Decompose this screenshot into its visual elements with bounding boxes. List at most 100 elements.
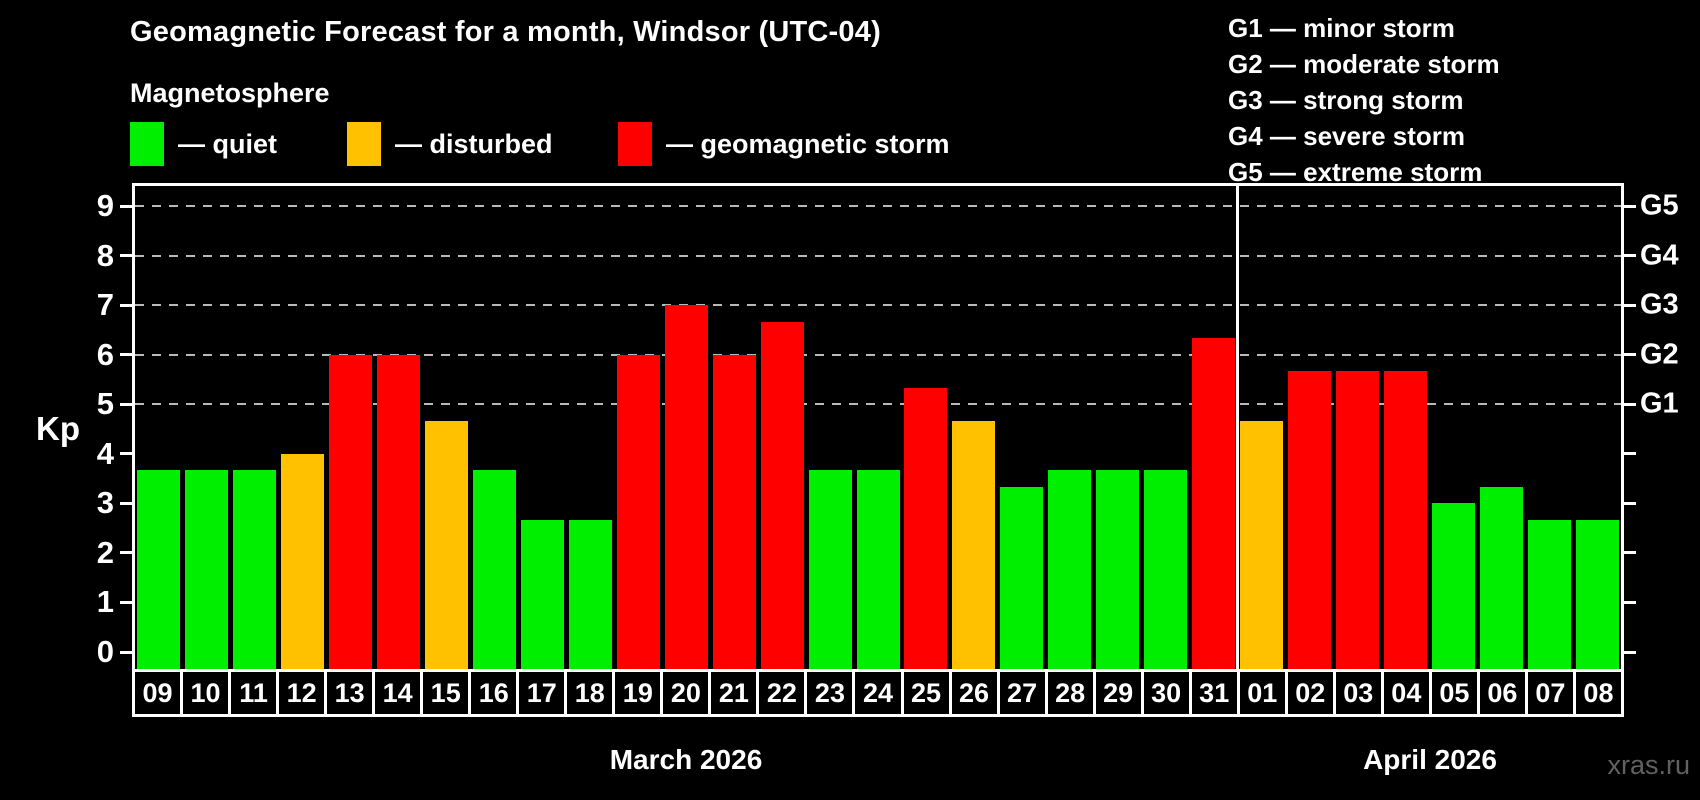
y-tick-label-4: 4 <box>96 435 114 471</box>
gridline-kp-7 <box>135 304 1621 307</box>
legend-label-disturbed: — disturbed <box>395 128 553 159</box>
date-cell-24: 24 <box>855 672 904 714</box>
legend-label-quiet: — quiet <box>178 128 277 159</box>
y-tick-label-6: 6 <box>96 336 114 372</box>
date-cell-18: 18 <box>567 672 616 714</box>
date-cell-17: 17 <box>519 672 568 714</box>
kp-bar-29 <box>1096 470 1140 669</box>
right-axis-tick <box>1624 551 1636 555</box>
kp-bar-16 <box>473 470 517 669</box>
left-axis-tick <box>120 402 132 406</box>
date-cell-12: 12 <box>279 672 328 714</box>
kp-bar-11 <box>233 470 277 669</box>
date-cell-13: 13 <box>327 672 376 714</box>
right-axis-tick <box>1624 254 1636 258</box>
gridline-kp-6 <box>135 353 1621 356</box>
kp-bar-23 <box>808 470 852 669</box>
y-tick-label-2: 2 <box>96 534 114 570</box>
y-axis-title: Kp <box>36 410 80 447</box>
date-cell-30: 30 <box>1143 672 1192 714</box>
kp-bar-13 <box>329 354 373 669</box>
kp-bar-30 <box>1144 470 1188 669</box>
date-axis: 09 10 11 12 13 14 15 16 17 18 19 20 21 22 23 24 25 26 27 28… <box>132 669 1624 717</box>
kp-bar-09 <box>137 470 181 669</box>
date-cell-01: 01 <box>1239 672 1288 714</box>
date-cell-07: 07 <box>1527 672 1576 714</box>
left-axis-tick <box>120 204 132 208</box>
kp-bar-04 <box>1383 371 1427 669</box>
date-cell-06: 06 <box>1479 672 1528 714</box>
kp-bar-19 <box>616 354 660 669</box>
g3-legend-line: G3 — strong storm <box>1228 85 1464 115</box>
gridline-kp-5 <box>135 403 1621 406</box>
left-axis-tick <box>120 501 132 505</box>
g-scale-label-G3: G3 <box>1640 288 1679 321</box>
kp-bar-15 <box>425 420 469 669</box>
date-cell-16: 16 <box>471 672 520 714</box>
date-cell-23: 23 <box>807 672 856 714</box>
kp-bar-05 <box>1431 503 1475 669</box>
gridline-kp-8 <box>135 254 1621 257</box>
date-cell-19: 19 <box>615 672 664 714</box>
kp-bar-06 <box>1479 487 1523 669</box>
date-cell-29: 29 <box>1095 672 1144 714</box>
g1-legend-line: G1 — minor storm <box>1228 13 1455 43</box>
kp-bar-14 <box>377 354 421 669</box>
date-cell-04: 04 <box>1383 672 1432 714</box>
date-cell-15: 15 <box>423 672 472 714</box>
g-scale-label-G5: G5 <box>1640 189 1679 222</box>
month-label-march: March 2026 <box>609 744 763 775</box>
date-cell-05: 05 <box>1431 672 1480 714</box>
g2-legend-line: G2 — moderate storm <box>1228 49 1500 79</box>
date-cell-02: 02 <box>1287 672 1336 714</box>
left-axis-tick <box>120 551 132 555</box>
kp-bar-22 <box>760 321 804 669</box>
y-tick-label-1: 1 <box>96 584 114 620</box>
storm-color-swatch <box>618 122 652 166</box>
right-axis-tick <box>1624 402 1636 406</box>
left-axis-tick <box>120 452 132 456</box>
quiet-color-swatch <box>130 122 164 166</box>
kp-bar-21 <box>712 354 756 669</box>
kp-bar-17 <box>520 519 564 669</box>
right-axis-tick <box>1624 452 1636 456</box>
g5-legend-line: G5 — extreme storm <box>1228 157 1483 187</box>
disturbed-color-swatch <box>347 122 381 166</box>
date-cell-28: 28 <box>1047 672 1096 714</box>
kp-bar-18 <box>568 519 612 669</box>
right-axis-tick <box>1624 600 1636 604</box>
page-title: Geomagnetic Forecast for a month, Windso… <box>130 16 881 48</box>
plot-area <box>132 183 1624 669</box>
kp-bar-07 <box>1527 519 1571 669</box>
kp-bar-10 <box>185 470 229 669</box>
date-cell-09: 09 <box>135 672 184 714</box>
right-axis-tick <box>1624 204 1636 208</box>
kp-bar-27 <box>1000 487 1044 669</box>
left-axis-tick <box>120 600 132 604</box>
kp-bar-31 <box>1192 338 1236 669</box>
legend-label-storm: — geomagnetic storm <box>666 128 950 159</box>
right-axis-tick <box>1624 303 1636 307</box>
watermark: xras.ru <box>1607 750 1690 780</box>
left-axis-tick <box>120 254 132 258</box>
date-cell-26: 26 <box>951 672 1000 714</box>
kp-bar-12 <box>281 453 325 669</box>
y-tick-label-3: 3 <box>96 485 114 521</box>
g-scale-legend: G1 — minor storm G2 — moderate storm G3 … <box>1228 10 1500 190</box>
date-cell-10: 10 <box>183 672 232 714</box>
y-tick-label-5: 5 <box>96 386 114 422</box>
legend-item-storm: — geomagnetic storm <box>618 120 950 168</box>
legend-item-quiet: — quiet <box>130 120 277 168</box>
magnetosphere-label: Magnetosphere <box>130 78 330 108</box>
kp-bar-02 <box>1287 371 1331 669</box>
g-scale-label-G4: G4 <box>1640 239 1679 272</box>
right-axis-tick <box>1624 353 1636 357</box>
date-cell-22: 22 <box>759 672 808 714</box>
g-scale-label-G1: G1 <box>1640 387 1679 420</box>
date-cell-08: 08 <box>1575 672 1621 714</box>
kp-bar-28 <box>1048 470 1092 669</box>
kp-bar-20 <box>664 305 708 669</box>
kp-bar-24 <box>856 470 900 669</box>
date-cell-31: 31 <box>1191 672 1240 714</box>
